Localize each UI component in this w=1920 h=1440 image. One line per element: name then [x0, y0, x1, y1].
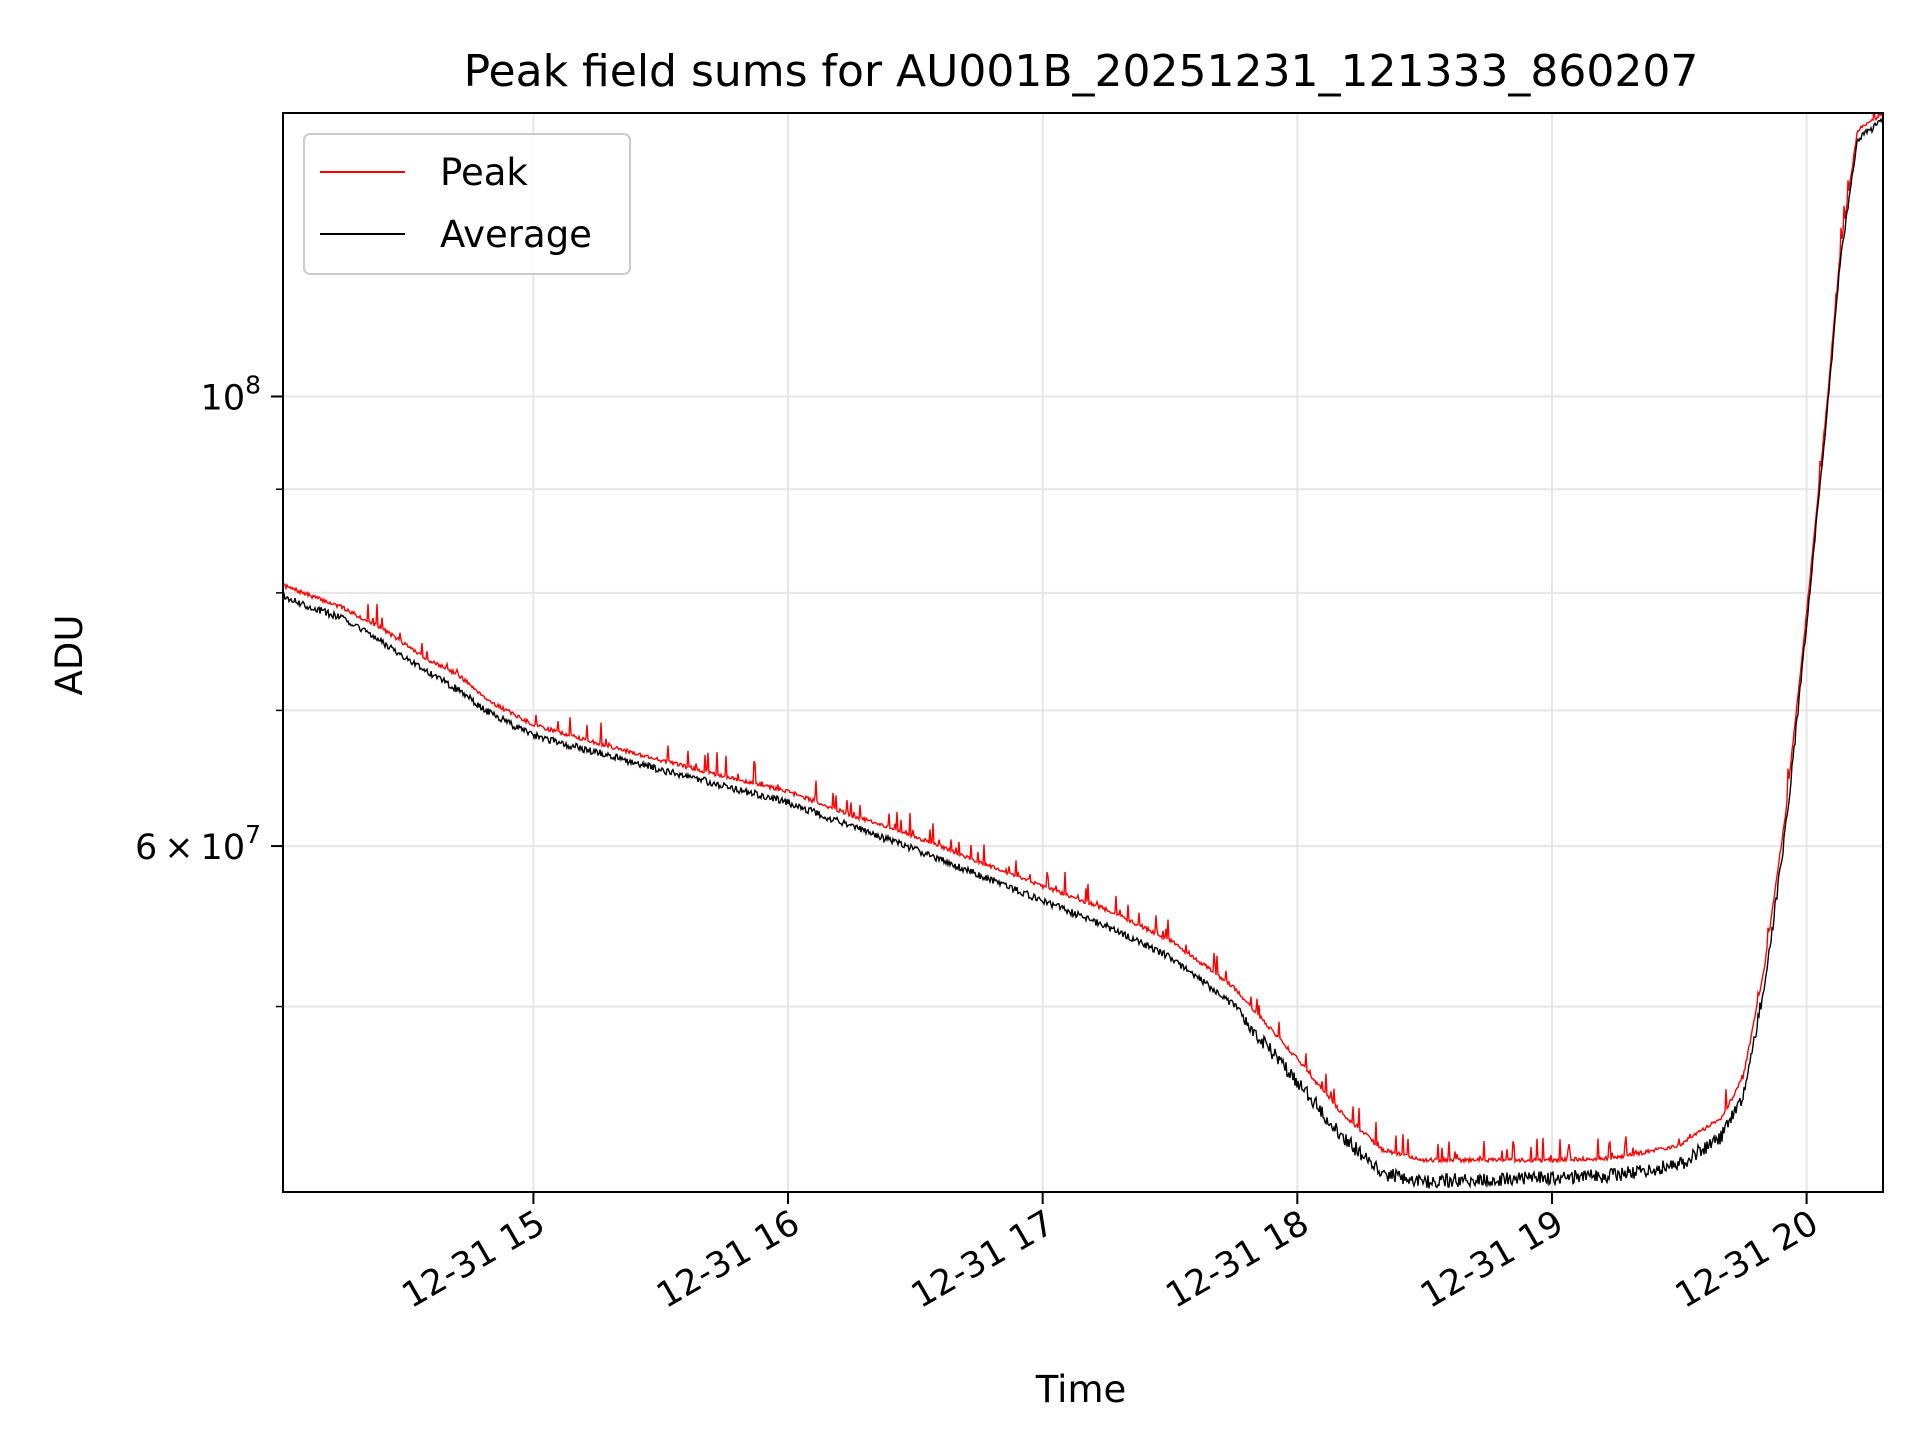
legend-label: Peak — [440, 151, 528, 194]
plot-area — [283, 113, 1883, 1189]
x-tick-label: 12-31 17 — [905, 1203, 1061, 1316]
x-tick-label: 12-31 15 — [396, 1203, 552, 1316]
y-tick-base: 10 — [201, 378, 246, 418]
x-tick-label: 12-31 20 — [1669, 1203, 1825, 1316]
legend-label: Average — [440, 213, 592, 256]
series-line-peak — [283, 113, 1883, 1165]
legend-box — [303, 133, 631, 275]
y-tick-exponent: 8 — [245, 370, 261, 399]
x-tick-label: 12-31 19 — [1414, 1203, 1570, 1316]
x-tick-label: 12-31 16 — [650, 1203, 806, 1316]
x-axis-label: Time — [1035, 1368, 1127, 1411]
y-tick-label: 108 — [201, 370, 261, 418]
x-tick-label: 12-31 18 — [1160, 1203, 1316, 1316]
x-axis: 12-31 15 12-31 16 12-31 17 12-31 18 12-31 19… — [396, 1192, 1825, 1316]
y-tick-mantissa: 6 — [135, 828, 164, 868]
y-axis-label: ADU — [48, 615, 91, 696]
series-line-average — [283, 117, 1883, 1189]
y-tick-base: 10 — [201, 828, 246, 868]
grid — [283, 113, 1883, 1192]
y-tick-exponent: 7 — [245, 820, 261, 849]
plot-frame — [282, 112, 1884, 1193]
y-tick-times: × — [164, 828, 200, 868]
legend: Peak Average — [303, 133, 631, 275]
chart-title: Peak field sums for AU001B_20251231_1213… — [464, 46, 1699, 97]
y-tick-label: 6 × 107 — [135, 820, 261, 868]
